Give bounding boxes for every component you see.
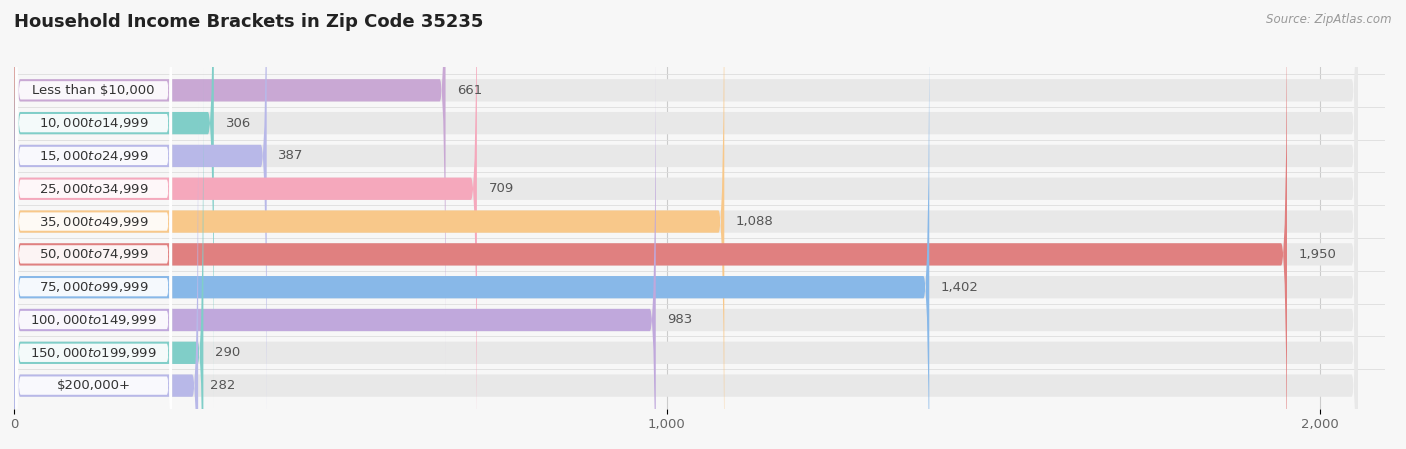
FancyBboxPatch shape	[15, 1, 172, 449]
FancyBboxPatch shape	[14, 0, 724, 449]
Text: 1,950: 1,950	[1299, 248, 1337, 261]
Text: 282: 282	[209, 379, 235, 392]
Text: $50,000 to $74,999: $50,000 to $74,999	[39, 247, 149, 261]
FancyBboxPatch shape	[14, 0, 1358, 449]
FancyBboxPatch shape	[15, 0, 172, 449]
FancyBboxPatch shape	[14, 101, 1358, 449]
FancyBboxPatch shape	[14, 0, 1358, 440]
Text: 1,402: 1,402	[941, 281, 979, 294]
Text: $15,000 to $24,999: $15,000 to $24,999	[39, 149, 149, 163]
FancyBboxPatch shape	[14, 0, 1358, 407]
FancyBboxPatch shape	[15, 66, 172, 449]
FancyBboxPatch shape	[14, 0, 1358, 449]
FancyBboxPatch shape	[14, 3, 929, 449]
FancyBboxPatch shape	[15, 0, 172, 343]
Text: Less than $10,000: Less than $10,000	[32, 84, 155, 97]
Text: $10,000 to $14,999: $10,000 to $14,999	[39, 116, 149, 130]
Text: Source: ZipAtlas.com: Source: ZipAtlas.com	[1267, 13, 1392, 26]
Text: 661: 661	[457, 84, 482, 97]
FancyBboxPatch shape	[14, 0, 214, 407]
Text: 387: 387	[278, 150, 304, 163]
Text: Household Income Brackets in Zip Code 35235: Household Income Brackets in Zip Code 35…	[14, 13, 484, 31]
FancyBboxPatch shape	[15, 34, 172, 449]
Text: 290: 290	[215, 346, 240, 359]
Text: $75,000 to $99,999: $75,000 to $99,999	[39, 280, 149, 294]
FancyBboxPatch shape	[14, 0, 446, 374]
FancyBboxPatch shape	[14, 36, 1358, 449]
Text: $25,000 to $34,999: $25,000 to $34,999	[39, 182, 149, 196]
FancyBboxPatch shape	[14, 0, 1286, 449]
FancyBboxPatch shape	[14, 0, 1358, 374]
Text: $200,000+: $200,000+	[56, 379, 131, 392]
Text: $100,000 to $149,999: $100,000 to $149,999	[31, 313, 157, 327]
Text: 306: 306	[225, 117, 250, 130]
FancyBboxPatch shape	[14, 0, 477, 449]
FancyBboxPatch shape	[14, 3, 1358, 449]
FancyBboxPatch shape	[15, 0, 172, 442]
Text: $150,000 to $199,999: $150,000 to $199,999	[31, 346, 157, 360]
FancyBboxPatch shape	[15, 0, 172, 376]
FancyBboxPatch shape	[14, 69, 1358, 449]
Text: $35,000 to $49,999: $35,000 to $49,999	[39, 215, 149, 229]
FancyBboxPatch shape	[15, 132, 172, 449]
Text: 983: 983	[668, 313, 693, 326]
FancyBboxPatch shape	[14, 36, 655, 449]
Text: 1,088: 1,088	[737, 215, 773, 228]
FancyBboxPatch shape	[14, 0, 267, 440]
FancyBboxPatch shape	[14, 101, 198, 449]
FancyBboxPatch shape	[14, 0, 1358, 449]
FancyBboxPatch shape	[15, 0, 172, 409]
FancyBboxPatch shape	[15, 100, 172, 449]
Text: 709: 709	[489, 182, 513, 195]
FancyBboxPatch shape	[14, 69, 204, 449]
